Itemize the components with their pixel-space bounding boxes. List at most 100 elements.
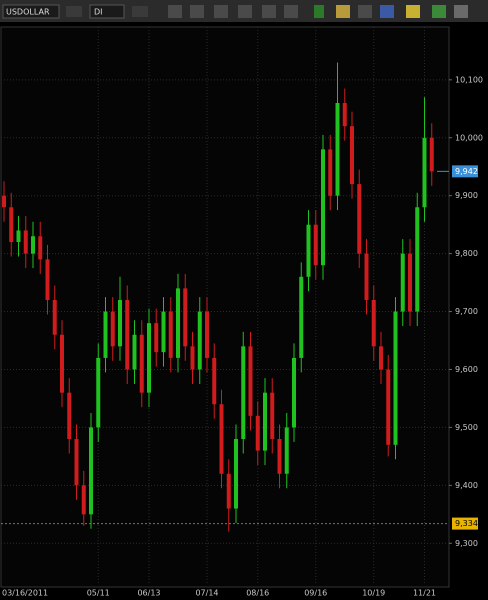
symbol: USDOLLAR [6, 8, 50, 17]
y-tick-label: 9,800 [455, 249, 478, 258]
candle-body [328, 149, 333, 196]
candle-body [23, 230, 28, 254]
candle-body [118, 299, 122, 347]
candle-body [299, 276, 304, 358]
candle-body [168, 311, 173, 358]
y-tick-label: 9,400 [455, 481, 478, 490]
candle-body [226, 473, 231, 509]
period: DI [94, 8, 103, 17]
icon[interactable] [380, 5, 394, 18]
candle-body [52, 299, 57, 335]
candle-body [270, 392, 275, 440]
candle-body [183, 288, 188, 347]
candle-body [176, 288, 180, 358]
candle-body [38, 236, 43, 260]
candle-body [306, 224, 311, 277]
candle-body [284, 427, 289, 474]
icon[interactable] [238, 5, 252, 18]
icon[interactable] [132, 6, 148, 17]
candle-body [313, 224, 318, 266]
candle-body [205, 311, 209, 358]
x-tick-label: 08/16 [246, 589, 269, 598]
candle-body [400, 253, 405, 312]
x-tick-label: 07/14 [195, 589, 218, 598]
candle-body [190, 346, 195, 370]
candle-body [212, 357, 217, 405]
candle-body [255, 415, 260, 451]
last-price-label: 9,942 [455, 167, 478, 176]
candle-body [45, 259, 50, 300]
y-tick-label: 9,500 [455, 423, 478, 432]
icon[interactable] [454, 5, 468, 18]
icon[interactable] [66, 6, 82, 17]
candle-body [132, 334, 137, 370]
symbol-box[interactable] [2, 4, 60, 19]
candle-body [161, 311, 166, 353]
candle-body [139, 334, 144, 393]
plot-area [0, 26, 450, 588]
candle-body [197, 311, 202, 370]
x-tick-label: 03/16/2011 [2, 589, 48, 598]
candle-body [96, 357, 101, 428]
x-tick-label: 09/16 [304, 589, 327, 598]
candle-body [31, 236, 35, 254]
icon[interactable] [262, 5, 276, 18]
y-tick-label: 10,000 [455, 133, 483, 142]
icon[interactable] [284, 5, 298, 18]
candle-body [342, 102, 347, 127]
last-price-box [452, 165, 478, 178]
x-tick-label: 05/11 [87, 589, 110, 598]
candle-body [241, 346, 246, 440]
icon[interactable] [214, 5, 228, 18]
icon[interactable] [190, 5, 204, 18]
candle-body [277, 439, 282, 474]
low-label: 9,334 [455, 519, 478, 528]
candle-body [9, 207, 14, 243]
y-tick-label: 9,900 [455, 191, 478, 200]
low-label-box [452, 517, 478, 530]
candle-body [2, 195, 6, 208]
candle-body [357, 184, 362, 254]
x-tick-label: 10/19 [362, 589, 385, 598]
period-box[interactable] [89, 4, 125, 19]
candle-body [147, 323, 151, 393]
y-tick-label: 9,600 [455, 365, 478, 374]
candle-body [364, 253, 369, 300]
y-tick-label: 9,700 [455, 307, 478, 316]
icon[interactable] [432, 5, 446, 18]
candle-body [110, 311, 115, 347]
candle-body [422, 137, 427, 208]
candle-body [103, 311, 108, 358]
y-tick-label: 9,300 [455, 539, 478, 548]
icon[interactable] [406, 5, 420, 18]
candle-body [81, 485, 86, 515]
candle-body [408, 253, 412, 312]
candle-body [67, 392, 72, 440]
candle-body [415, 207, 420, 312]
y-tick-label: 10,100 [455, 75, 483, 84]
icon[interactable] [314, 5, 324, 18]
x-tick-label: 06/13 [137, 589, 160, 598]
candle-body [386, 369, 391, 445]
candle-body [16, 230, 21, 243]
candle-body [350, 126, 354, 185]
candle-body [292, 357, 296, 428]
candle-body [371, 299, 376, 347]
candle-body [393, 311, 398, 445]
candle-body [74, 439, 79, 486]
icon[interactable] [168, 5, 182, 18]
x-tick-label: 11/21 [413, 589, 436, 598]
icon[interactable] [336, 5, 350, 18]
candle-body [219, 404, 224, 474]
candle-body [234, 439, 238, 509]
candle-body [321, 149, 325, 266]
candle-body [125, 299, 130, 370]
candle-body [154, 323, 159, 353]
candle-body [335, 102, 340, 196]
candle-body [89, 427, 93, 515]
candle-body [263, 392, 267, 451]
icon[interactable] [358, 5, 372, 18]
candle-body [248, 346, 253, 416]
